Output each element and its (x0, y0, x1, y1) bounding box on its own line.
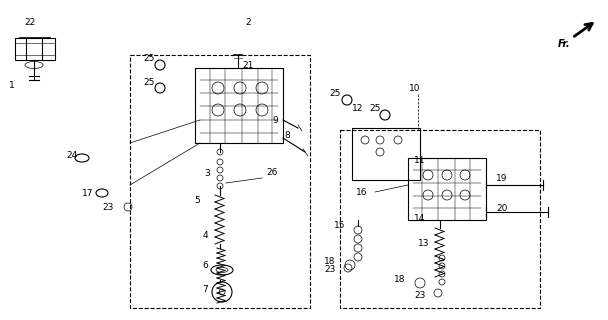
Text: 7: 7 (202, 285, 208, 294)
Text: 25: 25 (143, 77, 154, 86)
Text: 4: 4 (202, 230, 208, 239)
Bar (195, 68, 283, 143)
Text: 25: 25 (369, 103, 381, 113)
Text: 23: 23 (324, 266, 336, 275)
Text: 13: 13 (418, 238, 430, 247)
Text: 1: 1 (9, 81, 15, 90)
Text: 16: 16 (356, 188, 368, 196)
Text: 20: 20 (496, 204, 508, 212)
Text: 15: 15 (334, 220, 346, 229)
Bar (15, 38, 55, 60)
Text: 23: 23 (414, 291, 426, 300)
Bar (408, 158, 486, 220)
Text: 10: 10 (409, 84, 421, 92)
Text: 8: 8 (284, 131, 290, 140)
Text: 11: 11 (414, 156, 426, 164)
Text: Fr.: Fr. (558, 39, 570, 49)
Text: 19: 19 (496, 173, 508, 182)
Text: 26: 26 (266, 167, 278, 177)
Text: 3: 3 (204, 169, 210, 178)
Text: 6: 6 (202, 260, 208, 269)
Text: 25: 25 (330, 89, 340, 98)
Text: 9: 9 (272, 116, 278, 124)
Text: 21: 21 (243, 60, 254, 69)
Text: 23: 23 (102, 203, 114, 212)
Text: 2: 2 (245, 18, 251, 27)
Text: 25: 25 (143, 53, 154, 62)
Text: 14: 14 (414, 213, 426, 222)
Text: 17: 17 (82, 188, 94, 197)
Text: 18: 18 (324, 258, 336, 267)
Text: 18: 18 (394, 275, 406, 284)
Text: 12: 12 (352, 103, 364, 113)
Text: 24: 24 (66, 150, 78, 159)
Text: 5: 5 (194, 196, 200, 204)
Bar (352, 128, 420, 180)
Text: 22: 22 (24, 18, 36, 27)
